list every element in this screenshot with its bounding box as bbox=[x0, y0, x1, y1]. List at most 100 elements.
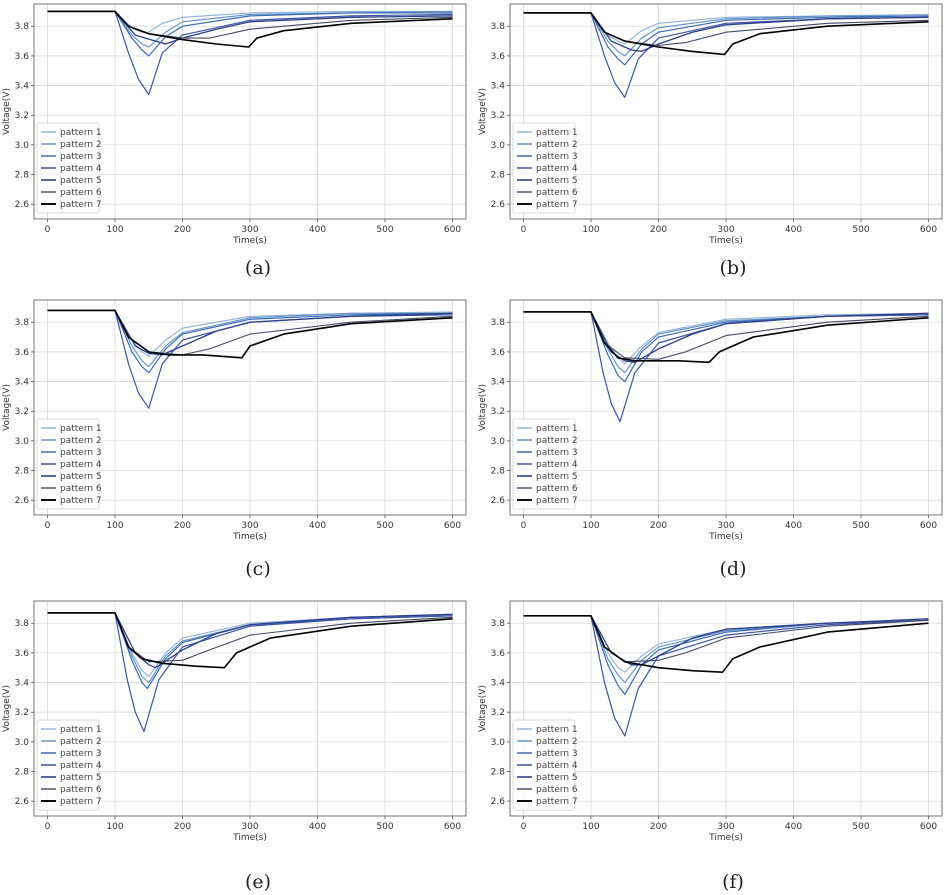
y-tick-label: 3.4 bbox=[491, 679, 506, 689]
x-tick-label: 300 bbox=[717, 521, 734, 531]
y-tick-label: 2.8 bbox=[15, 171, 30, 181]
x-tick-label: 200 bbox=[174, 521, 191, 531]
y-tick-label: 3.0 bbox=[491, 738, 506, 748]
y-axis-label: Voltage(V) bbox=[478, 384, 488, 431]
y-axis-label: Voltage(V) bbox=[478, 685, 488, 732]
series-line-3 bbox=[47, 612, 453, 690]
legend-label: pattern 1 bbox=[60, 128, 102, 138]
x-tick-label: 300 bbox=[717, 822, 734, 832]
legend-label: pattern 7 bbox=[536, 200, 578, 210]
y-tick-label: 3.8 bbox=[491, 318, 506, 328]
x-tick-label: 600 bbox=[920, 822, 937, 832]
y-tick-label: 3.4 bbox=[15, 378, 30, 388]
legend-label: pattern 3 bbox=[60, 448, 102, 458]
legend-label: pattern 5 bbox=[60, 472, 102, 482]
chart-panel: 0 100 200 300 400 500 600 2.6 2.8 3.0 3.2 3.4 3.6 3.8… bbox=[478, 600, 943, 893]
y-tick-label: 3.8 bbox=[15, 318, 30, 328]
legend-label: pattern 1 bbox=[536, 424, 578, 434]
legend-label: pattern 2 bbox=[60, 737, 102, 747]
legend-box bbox=[36, 719, 100, 811]
x-axis-label: Time(s) bbox=[708, 236, 743, 246]
chart-panel: 0 100 200 300 400 500 600 2.6 2.8 3.0 3.2 3.4 3.6 3.8… bbox=[2, 3, 467, 279]
y-tick-label: 2.8 bbox=[491, 467, 506, 477]
y-axis-label: Voltage(V) bbox=[478, 88, 488, 135]
x-tick-label: 400 bbox=[309, 822, 326, 832]
chart-panel: 0 100 200 300 400 500 600 2.6 2.8 3.0 3.2 3.4 3.6 3.8… bbox=[2, 299, 467, 580]
legend: pattern 1 pattern 2 pattern 3 pattern 4 patt… bbox=[512, 418, 578, 510]
legend-box bbox=[512, 418, 576, 510]
x-tick-label: 600 bbox=[920, 225, 937, 235]
panel-caption: (b) bbox=[720, 257, 747, 279]
panel-caption: (c) bbox=[245, 558, 270, 580]
panel-caption: (e) bbox=[245, 871, 271, 893]
x-tick-label: 100 bbox=[582, 521, 599, 531]
x-axis-label: Time(s) bbox=[232, 833, 267, 843]
y-tick-label: 2.6 bbox=[491, 797, 506, 807]
series-line-3 bbox=[47, 10, 453, 57]
y-tick-label: 3.2 bbox=[491, 407, 505, 417]
legend-label: pattern 4 bbox=[60, 164, 102, 174]
y-axis-label: Voltage(V) bbox=[2, 88, 12, 135]
x-tick-label: 300 bbox=[241, 521, 258, 531]
x-tick-label: 500 bbox=[852, 225, 869, 235]
x-tick-label: 600 bbox=[444, 822, 461, 832]
y-tick-label: 3.2 bbox=[15, 407, 29, 417]
y-tick-label: 2.8 bbox=[491, 171, 506, 181]
series-line-4 bbox=[523, 615, 929, 737]
legend-label: pattern 3 bbox=[536, 448, 578, 458]
y-tick-label: 3.4 bbox=[15, 82, 30, 92]
y-tick-label: 3.6 bbox=[15, 348, 30, 358]
x-tick-label: 500 bbox=[376, 822, 393, 832]
y-tick-label: 3.6 bbox=[15, 52, 30, 62]
legend-label: pattern 3 bbox=[536, 749, 578, 759]
legend-label: pattern 5 bbox=[536, 773, 578, 783]
legend-label: pattern 6 bbox=[60, 785, 102, 795]
series-line-7 bbox=[47, 612, 453, 669]
series-line-4 bbox=[47, 612, 453, 733]
x-tick-label: 500 bbox=[376, 521, 393, 531]
series-line-2 bbox=[47, 10, 453, 48]
x-tick-label: 100 bbox=[106, 225, 123, 235]
y-tick-label: 2.8 bbox=[15, 768, 30, 778]
legend-label: pattern 2 bbox=[60, 436, 102, 446]
legend-label: pattern 1 bbox=[60, 725, 102, 735]
y-tick-label: 3.0 bbox=[15, 437, 30, 447]
legend-label: pattern 7 bbox=[60, 200, 102, 210]
y-tick-label: 3.6 bbox=[491, 52, 506, 62]
legend-label: pattern 2 bbox=[536, 737, 578, 747]
legend-label: pattern 7 bbox=[536, 797, 578, 807]
x-axis-label: Time(s) bbox=[708, 532, 743, 542]
legend-label: pattern 4 bbox=[536, 761, 578, 771]
y-tick-label: 3.4 bbox=[15, 679, 30, 689]
y-tick-label: 3.8 bbox=[15, 22, 30, 32]
legend-label: pattern 6 bbox=[60, 484, 102, 494]
legend-label: pattern 4 bbox=[536, 460, 578, 470]
legend-box bbox=[36, 122, 100, 214]
x-tick-label: 500 bbox=[852, 822, 869, 832]
chart-panel: 0 100 200 300 400 500 600 2.6 2.8 3.0 3.2 3.4 3.6 3.8… bbox=[478, 299, 943, 580]
x-tick-label: 100 bbox=[106, 521, 123, 531]
legend-label: pattern 2 bbox=[536, 436, 578, 446]
y-tick-label: 3.0 bbox=[15, 738, 30, 748]
x-tick-label: 400 bbox=[309, 521, 326, 531]
series-line-4 bbox=[47, 10, 453, 95]
series-line-3 bbox=[523, 615, 929, 695]
panel-caption: (a) bbox=[245, 257, 271, 279]
legend-label: pattern 2 bbox=[536, 140, 578, 150]
legend-box bbox=[36, 418, 100, 510]
series-line-7 bbox=[523, 615, 929, 673]
y-tick-label: 3.2 bbox=[491, 708, 505, 718]
y-tick-label: 3.0 bbox=[15, 141, 30, 151]
legend-label: pattern 6 bbox=[536, 188, 578, 198]
y-tick-label: 2.6 bbox=[491, 496, 506, 506]
series-line-7 bbox=[523, 311, 929, 364]
x-tick-label: 600 bbox=[444, 225, 461, 235]
legend: pattern 1 pattern 2 pattern 3 pattern 4 patt… bbox=[512, 719, 578, 811]
series-line-7 bbox=[523, 12, 929, 56]
x-tick-label: 0 bbox=[45, 225, 51, 235]
series-line-4 bbox=[523, 12, 929, 98]
x-tick-label: 100 bbox=[582, 822, 599, 832]
x-tick-label: 400 bbox=[309, 225, 326, 235]
series-line-7 bbox=[47, 10, 453, 48]
